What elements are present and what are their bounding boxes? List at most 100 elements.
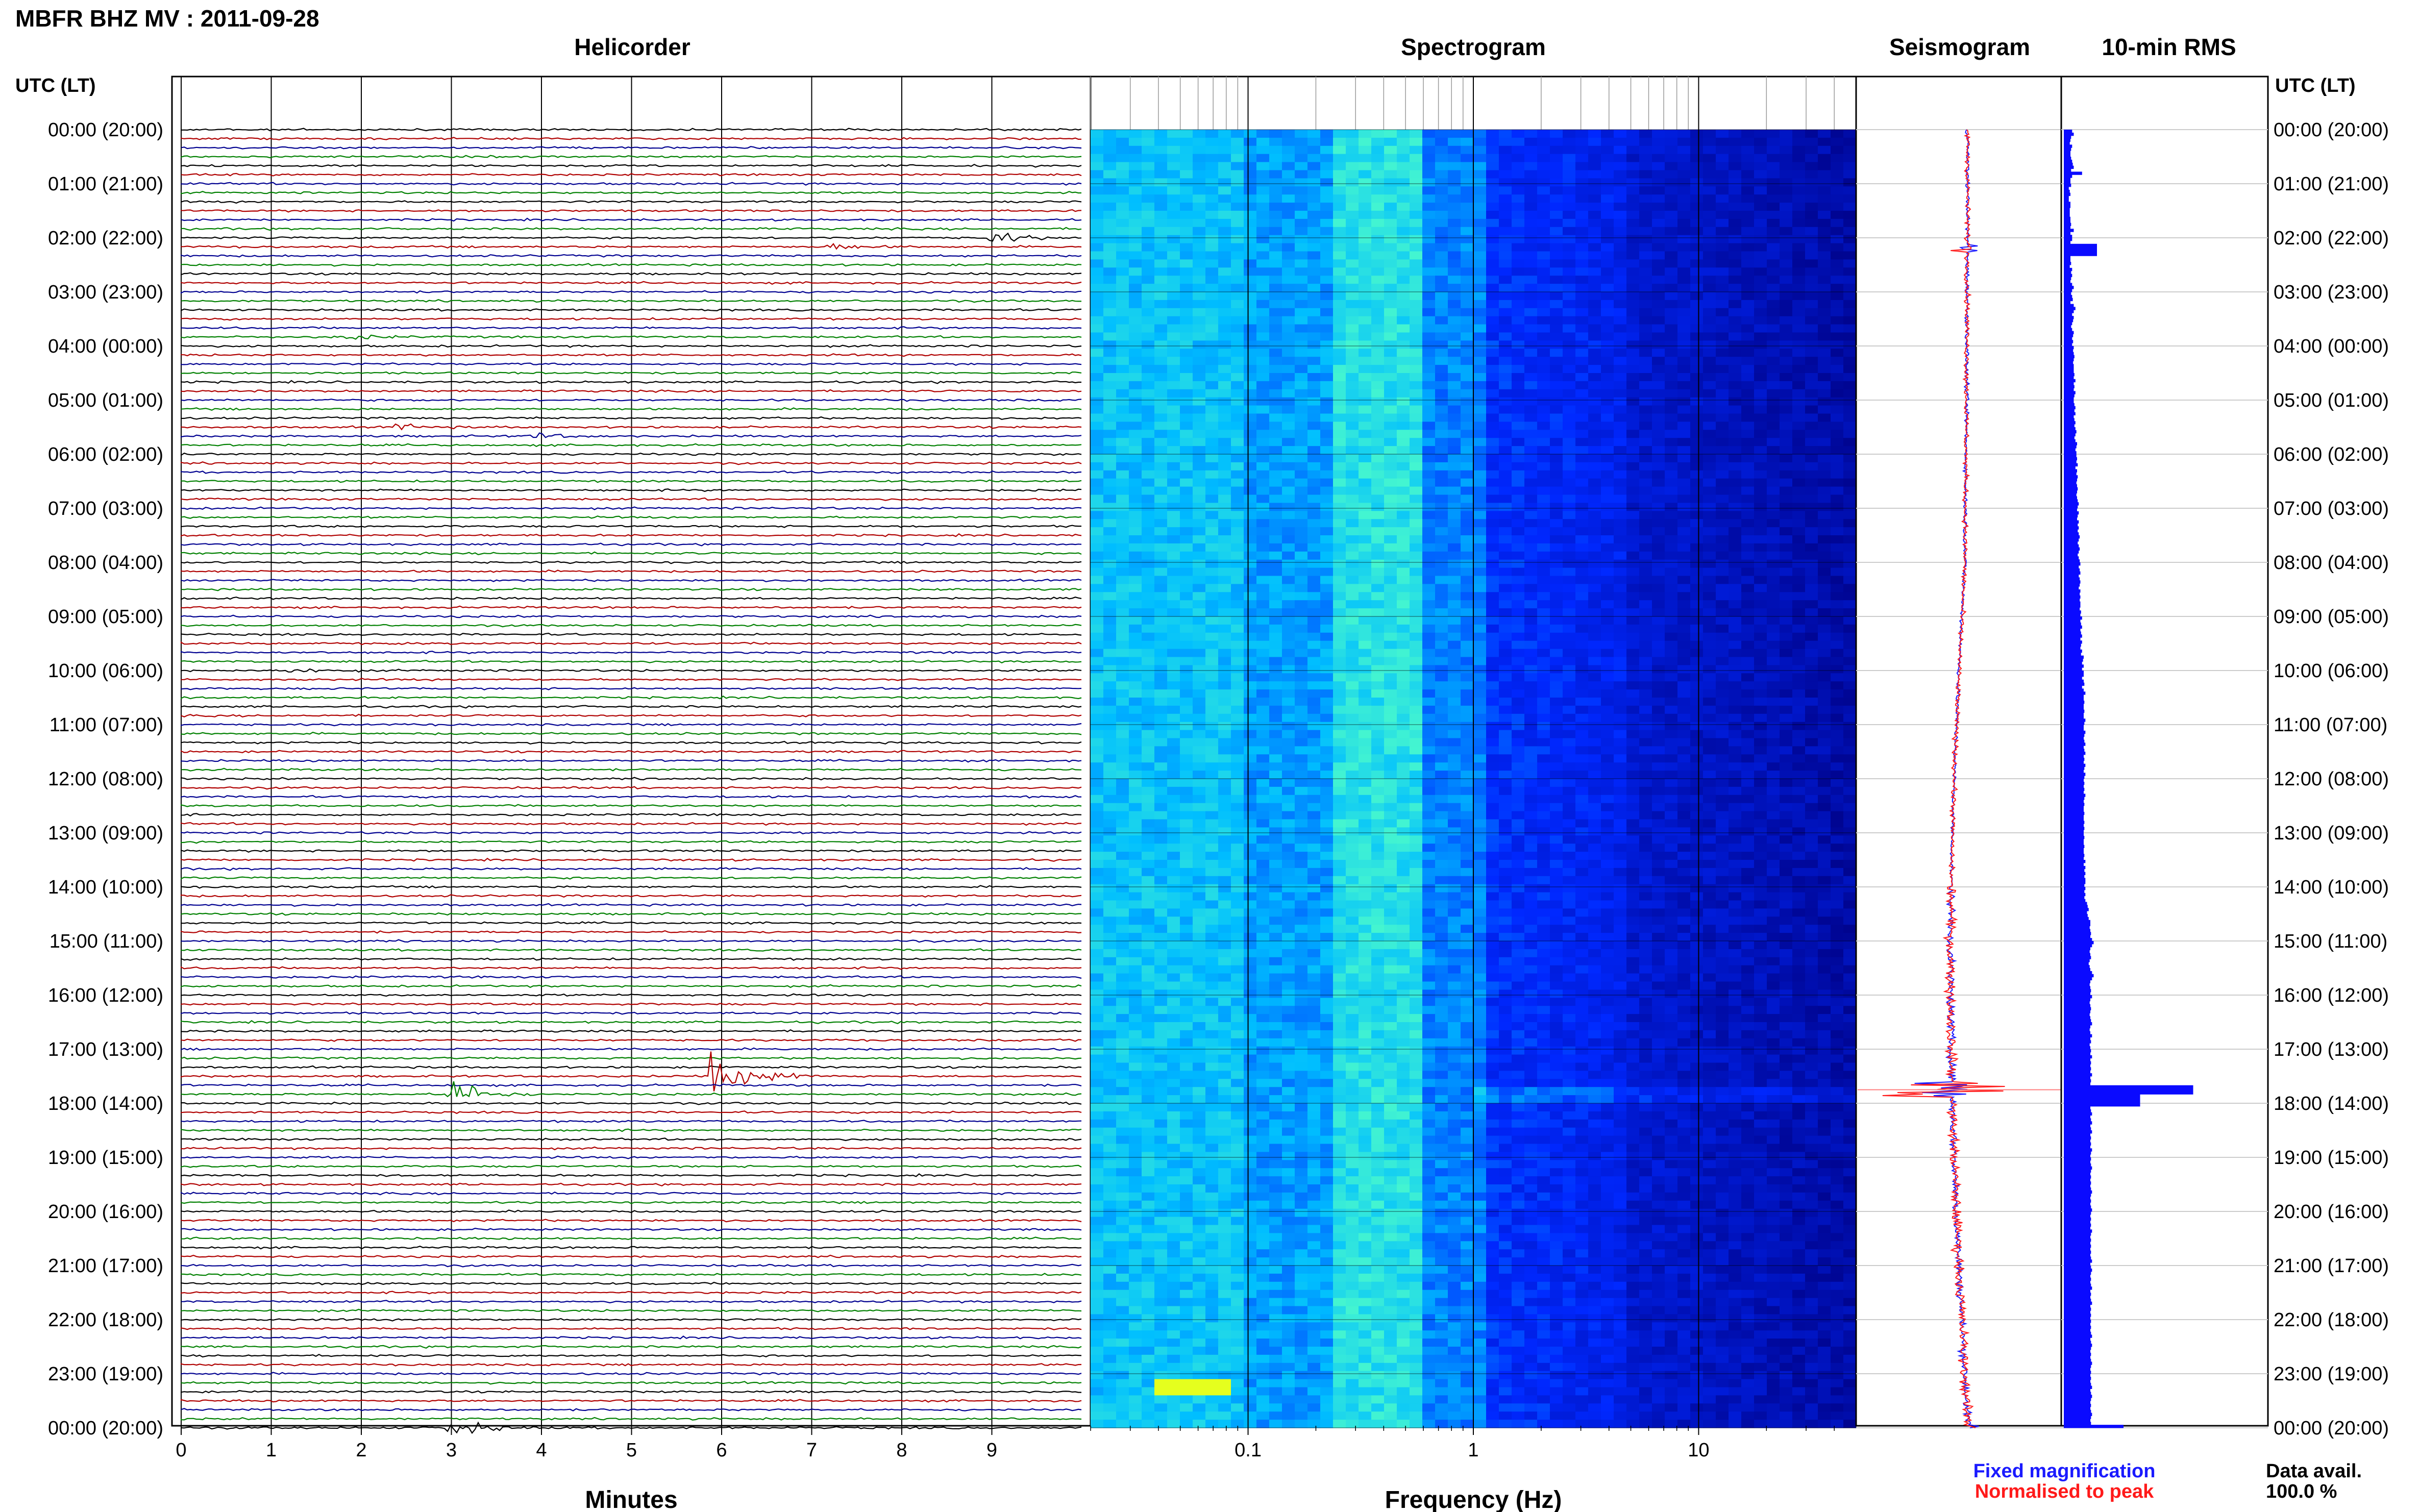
spectrogram-cell: [1384, 446, 1397, 455]
spectrogram-cell: [1473, 584, 1487, 592]
spectrogram-cell: [1716, 381, 1729, 390]
spectrogram-cell: [1129, 292, 1142, 301]
helicorder-trace: [180, 1335, 1082, 1340]
spectrogram-cell: [1091, 738, 1104, 747]
spectrogram-cell: [1218, 657, 1231, 665]
spectrogram-cell: [1729, 413, 1742, 422]
spectrogram-cell: [1091, 665, 1104, 674]
spectrogram-cell: [1614, 284, 1627, 292]
spectrogram-cell: [1563, 218, 1576, 228]
spectrogram-cell: [1805, 470, 1818, 479]
spectrogram-cell: [1499, 308, 1512, 317]
spectrogram-cell: [1461, 324, 1474, 333]
spectrogram-cell: [1384, 130, 1397, 138]
spectrogram-cell: [1346, 389, 1359, 398]
spectrogram-cell: [1346, 616, 1359, 625]
helicorder-trace: [180, 831, 1082, 835]
spectrogram-cell: [1805, 316, 1818, 325]
spectrogram-cell: [1601, 665, 1614, 674]
spectrogram-cell: [1091, 657, 1104, 665]
spectrogram-cell: [1843, 584, 1857, 592]
spectrogram-cell: [1780, 194, 1793, 203]
spectrogram-cell: [1269, 771, 1282, 779]
spectrogram-cell: [1843, 235, 1857, 244]
spectrogram-cell: [1205, 600, 1219, 609]
helicorder-trace: [180, 533, 1082, 537]
spectrogram-cell: [1103, 762, 1117, 771]
spectrogram-cell: [1563, 203, 1576, 211]
spectrogram-cell: [1639, 478, 1652, 487]
spectrogram-cell: [1116, 754, 1129, 763]
spectrogram-cell: [1384, 576, 1397, 584]
spectrogram-cell: [1307, 292, 1321, 301]
spectrogram-cell: [1320, 559, 1334, 568]
spectrogram-cell: [1473, 551, 1487, 560]
spectrogram-cell: [1639, 259, 1652, 268]
spectrogram-cell: [1180, 551, 1193, 560]
spectrogram-cell: [1244, 178, 1257, 187]
spectrogram-cell: [1486, 422, 1499, 430]
spectrogram-cell: [1754, 203, 1767, 211]
spectrogram-cell: [1575, 130, 1589, 138]
helicorder-trace: [180, 1146, 1082, 1151]
spectrogram-cell: [1563, 292, 1576, 301]
spectrogram-cell: [1422, 657, 1436, 665]
spectrogram-cell: [1524, 730, 1538, 739]
spectrogram-cell: [1435, 624, 1448, 633]
spectrogram-cell: [1831, 632, 1844, 641]
spectrogram-cell: [1448, 698, 1461, 706]
spectrogram-cell: [1461, 194, 1474, 203]
spectrogram-cell: [1359, 316, 1372, 325]
spectrogram-cell: [1729, 608, 1742, 617]
spectrogram-cell: [1512, 357, 1525, 365]
spectrogram-cell: [1422, 381, 1436, 390]
spectrogram-cell: [1359, 340, 1372, 349]
spectrogram-cell: [1588, 203, 1601, 211]
spectrogram-cell: [1129, 446, 1142, 455]
spectrogram-cell: [1626, 624, 1640, 633]
spectrogram-cell: [1716, 673, 1729, 682]
spectrogram-cell: [1142, 681, 1155, 690]
spectrogram-cell: [1384, 567, 1397, 577]
spectrogram-cell: [1116, 154, 1129, 163]
spectrogram-cell: [1346, 186, 1359, 195]
helicorder-title: Helicorder: [574, 34, 690, 60]
spectrogram-cell: [1741, 470, 1755, 479]
spectrogram-cell: [1639, 284, 1652, 292]
spectrogram-cell: [1499, 478, 1512, 487]
helicorder-trace: [180, 651, 1082, 655]
spectrogram-cell: [1333, 689, 1346, 698]
spectrogram-cell: [1295, 689, 1308, 698]
spectrogram-cell: [1703, 705, 1716, 714]
spectrogram-cell: [1346, 178, 1359, 187]
spectrogram-cell: [1754, 551, 1767, 560]
spectrogram-cell: [1193, 251, 1206, 260]
spectrogram-cell: [1805, 430, 1818, 438]
spectrogram-cell: [1486, 584, 1499, 592]
spectrogram-cell: [1843, 486, 1857, 495]
spectrogram-cell: [1129, 373, 1142, 382]
spectrogram-cell: [1244, 438, 1257, 447]
spectrogram-cell: [1575, 186, 1589, 195]
spectrogram-cell: [1435, 657, 1448, 665]
spectrogram-cell: [1307, 519, 1321, 528]
spectrogram-cell: [1256, 357, 1270, 365]
spectrogram-cell: [1167, 194, 1180, 203]
spectrogram-cell: [1486, 470, 1499, 479]
spectrogram-cell: [1703, 535, 1716, 544]
spectrogram-cell: [1269, 649, 1282, 658]
spectrogram-cell: [1677, 470, 1691, 479]
spectrogram-cell: [1103, 178, 1117, 187]
spectrogram-cell: [1244, 551, 1257, 560]
spectrogram-cell: [1626, 746, 1640, 755]
spectrogram-cell: [1690, 422, 1704, 430]
helicorder-trace: [180, 597, 1082, 601]
spectrogram-cell: [1244, 527, 1257, 536]
spectrogram-cell: [1473, 730, 1487, 739]
spectrogram-cell: [1103, 365, 1117, 374]
spectrogram-cell: [1116, 251, 1129, 260]
spectrogram-cell: [1499, 357, 1512, 365]
spectrogram-cell: [1818, 559, 1831, 568]
spectrogram-cell: [1295, 267, 1308, 276]
spectrogram-cell: [1792, 535, 1806, 544]
